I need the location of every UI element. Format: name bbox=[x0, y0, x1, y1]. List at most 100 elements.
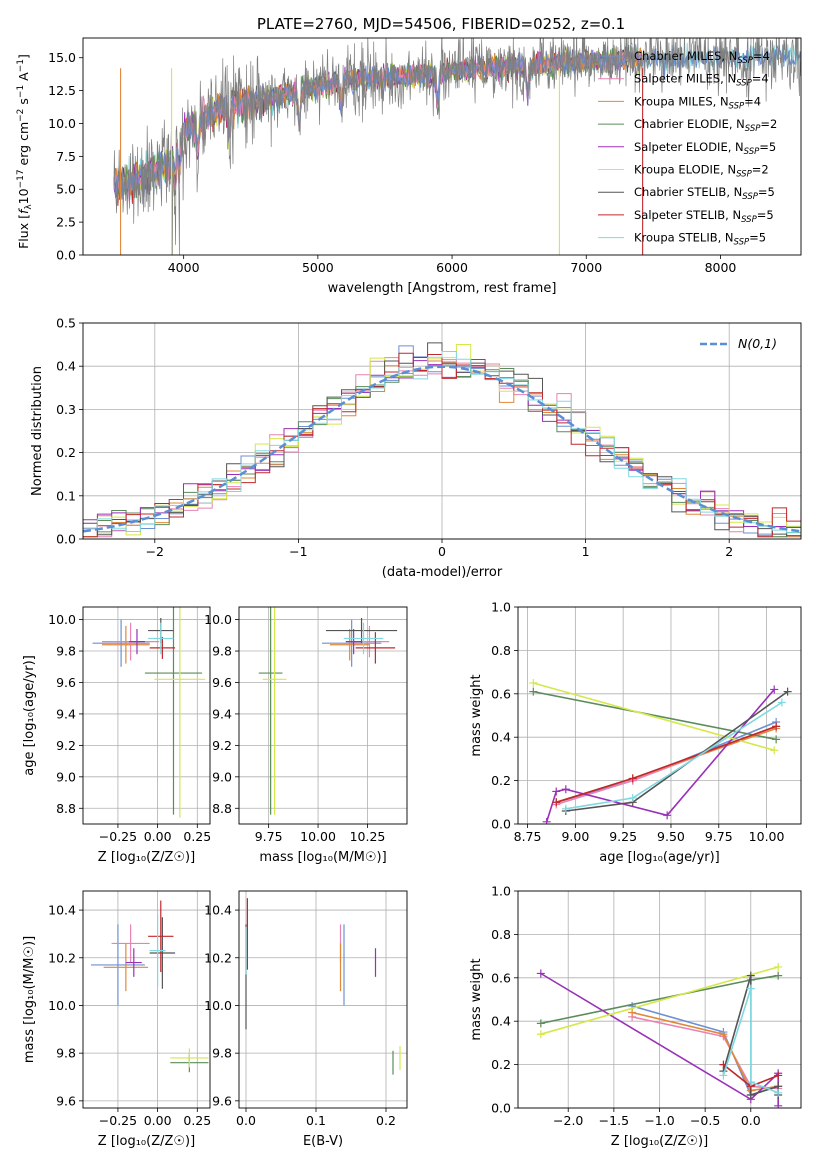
weight-marker bbox=[628, 774, 637, 783]
y-tick-label: 7.5 bbox=[56, 149, 76, 164]
y-tick-label: 9.8 bbox=[212, 1046, 232, 1061]
weight-marker bbox=[774, 971, 783, 980]
legend: Chabrier MILES, NSSP=4 Salpeter MILES, NS… bbox=[598, 49, 777, 248]
y-tick-label: 0.4 bbox=[56, 359, 76, 374]
axes-frame bbox=[238, 606, 408, 825]
y-tick-label: 10.2 bbox=[204, 950, 232, 965]
y-tick-label: 9.2 bbox=[56, 738, 76, 753]
x-tick-label: −2.0 bbox=[553, 1113, 583, 1128]
y-axis-label: Normed distribution bbox=[30, 366, 45, 496]
y-tick-label: 10.4 bbox=[48, 903, 76, 918]
y-tick-label: 9.6 bbox=[56, 1093, 76, 1108]
chart-residuals: −2 −1 0 1 2 0.0 0.1 0.2 0.3 0.4 0.5 (data-model)/er… bbox=[30, 316, 802, 580]
y-axis-label: mass weight bbox=[469, 958, 484, 1040]
x-tick-label: −1.5 bbox=[599, 1113, 629, 1128]
spectrum-lines bbox=[113, 38, 801, 255]
x-tick-label: 0.0 bbox=[236, 1113, 256, 1128]
y-tick-label: 0.8 bbox=[491, 927, 511, 942]
x-tick-label: −0.25 bbox=[99, 1113, 137, 1128]
y-tick-label: 5.0 bbox=[56, 182, 76, 197]
y-tick-label: 1.0 bbox=[491, 600, 511, 615]
legend-label: Salpeter MILES, NSSP=4 bbox=[634, 72, 769, 89]
y-tick-label: 9.4 bbox=[212, 706, 232, 721]
y-tick-label: 10.4 bbox=[204, 903, 232, 918]
x-tick-label: 8.75 bbox=[514, 829, 542, 844]
weight-marker bbox=[774, 1101, 783, 1108]
x-tick-label: 6000 bbox=[436, 260, 468, 275]
x-tick-label: 10.25 bbox=[350, 829, 386, 844]
weight-marker bbox=[719, 1030, 728, 1039]
y-tick-label: 9.8 bbox=[56, 644, 76, 659]
weight-marker bbox=[746, 1077, 755, 1086]
y-tick-label: 0.8 bbox=[491, 643, 511, 658]
weight-marker bbox=[561, 804, 570, 813]
y-tick-label: 0.5 bbox=[56, 316, 76, 331]
y-tick-label: 9.6 bbox=[56, 675, 76, 690]
weight-marker bbox=[783, 687, 792, 696]
y-tick-label: 10.0 bbox=[48, 612, 76, 627]
y-axis-label: age [log₁₀(age/yr)] bbox=[22, 655, 37, 776]
x-axis-label: Z [log₁₀(Z/Z☉)] bbox=[98, 850, 195, 865]
y-tick-label: 9.8 bbox=[212, 644, 232, 659]
y-tick-label: 9.4 bbox=[56, 706, 76, 721]
chart-mass_vs_ebv: 0.0 0.1 0.2 9.6 9.8 10.0 10.2 10.4 E(B-V) bbox=[204, 890, 408, 1149]
y-tick-label: 9.8 bbox=[56, 1046, 76, 1061]
x-tick-label: 9.75 bbox=[255, 829, 283, 844]
y-tick-label: 0.6 bbox=[491, 686, 511, 701]
weight-marker bbox=[774, 962, 783, 971]
weight-marker bbox=[536, 1030, 545, 1039]
x-tick-label: 0.00 bbox=[144, 1113, 172, 1128]
x-tick-label: 0 bbox=[438, 544, 446, 559]
legend: N(0,1) bbox=[700, 336, 777, 351]
weight-marker bbox=[536, 1019, 545, 1028]
x-tick-label: 10.00 bbox=[749, 829, 785, 844]
y-axis-label: mass [log₁₀(M/M☉)] bbox=[22, 936, 37, 1063]
chart-age_vs_Z: −0.25 0.00 0.25 8.8 9.0 9.2 9.4 9.6 9.8 10.0 Z [lo… bbox=[22, 606, 211, 865]
y-tick-label: 10.0 bbox=[48, 116, 76, 131]
legend-label: Kroupa MILES, NSSP=4 bbox=[634, 94, 761, 111]
x-tick-label: 0.25 bbox=[183, 1113, 211, 1128]
y-tick-label: 9.6 bbox=[212, 1093, 232, 1108]
x-tick-label: 1 bbox=[582, 544, 590, 559]
y-tick-label: 2.5 bbox=[56, 215, 76, 230]
legend-label: Chabrier STELIB, NSSP=5 bbox=[634, 185, 775, 202]
axes-frame bbox=[82, 322, 802, 540]
weight-line bbox=[545, 688, 775, 823]
normal-curve bbox=[83, 365, 801, 533]
residual-histogram bbox=[83, 352, 801, 538]
weight-marker bbox=[561, 785, 570, 794]
x-tick-label: 9.50 bbox=[657, 829, 685, 844]
weight-line bbox=[555, 725, 777, 804]
legend-label: N(0,1) bbox=[738, 336, 777, 351]
x-tick-label: 9.25 bbox=[609, 829, 637, 844]
y-axis-label: Flux [fλ10−17 erg cm−2 s−1 A−1] bbox=[16, 54, 34, 249]
y-tick-label: 9.0 bbox=[56, 769, 76, 784]
figure-title: PLATE=2760, MJD=54506, FIBERID=0252, z=0… bbox=[257, 15, 625, 33]
x-tick-label: 0.00 bbox=[144, 829, 172, 844]
x-axis-label: mass [log₁₀(M/M☉)] bbox=[259, 850, 386, 865]
y-tick-label: 10.0 bbox=[204, 612, 232, 627]
x-tick-label: 9.75 bbox=[705, 829, 733, 844]
x-axis-label: age [log₁₀(age/yr)] bbox=[599, 850, 720, 865]
weight-marker bbox=[777, 698, 786, 707]
weight-marker bbox=[772, 722, 781, 731]
weight-marker bbox=[772, 735, 781, 744]
y-tick-label: 0.0 bbox=[56, 532, 76, 547]
weight-line bbox=[631, 1011, 779, 1092]
x-tick-label: −1.0 bbox=[644, 1113, 674, 1128]
y-tick-label: 0.2 bbox=[56, 445, 76, 460]
weight-line bbox=[722, 988, 779, 1094]
x-axis-label: (data-model)/error bbox=[382, 565, 503, 580]
y-tick-label: 0.6 bbox=[491, 970, 511, 985]
weight-marker bbox=[774, 1088, 783, 1097]
weight-marker bbox=[746, 971, 755, 980]
y-tick-label: 1.0 bbox=[491, 884, 511, 899]
axes-frame bbox=[82, 890, 211, 1109]
axes-frame bbox=[238, 890, 408, 1109]
x-axis-label: Z [log₁₀(Z/Z☉)] bbox=[611, 1134, 708, 1149]
y-tick-label: 8.8 bbox=[212, 801, 232, 816]
weight-marker bbox=[746, 984, 755, 993]
y-tick-label: 0.2 bbox=[491, 773, 511, 788]
chart-weight_vs_Z: −2.0 −1.5 −1.0 −0.5 0.0 0.0 0.2 0.4 0.6 0.8 1.0 Z [… bbox=[469, 884, 802, 1149]
weight-marker bbox=[770, 685, 779, 694]
